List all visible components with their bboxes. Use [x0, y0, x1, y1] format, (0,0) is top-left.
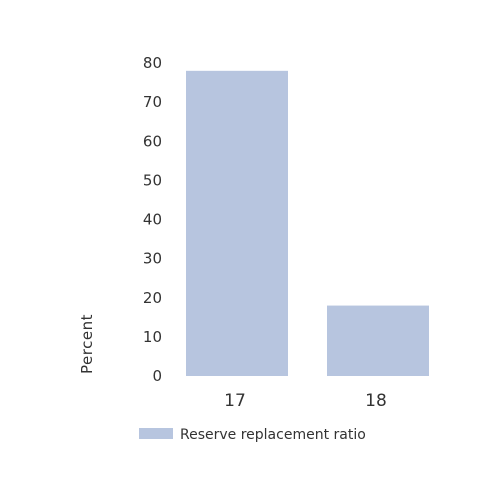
y-tick-label: 0: [152, 367, 162, 385]
y-axis-ticks: 0 10 20 30 40 50 60 70 80: [143, 54, 162, 385]
y-tick-label: 30: [143, 250, 162, 268]
legend: Reserve replacement ratio: [139, 427, 366, 443]
y-tick-label: 10: [143, 328, 162, 346]
x-axis-categories: 17 18: [224, 391, 387, 411]
y-tick-label: 40: [143, 211, 162, 229]
y-tick-label: 70: [143, 93, 162, 111]
y-tick-label: 80: [143, 54, 162, 72]
y-tick-label: 20: [143, 289, 162, 307]
x-tick-label: 18: [365, 391, 387, 411]
x-tick-label: 17: [224, 391, 246, 411]
legend-swatch: [139, 428, 173, 439]
bars: [186, 70, 429, 376]
legend-label: Reserve replacement ratio: [180, 427, 366, 443]
bar-17: [186, 70, 288, 376]
y-tick-label: 50: [143, 171, 162, 189]
y-tick-label: 60: [143, 132, 162, 150]
y-axis-title: Percent: [78, 314, 96, 374]
bar-18: [327, 305, 429, 376]
